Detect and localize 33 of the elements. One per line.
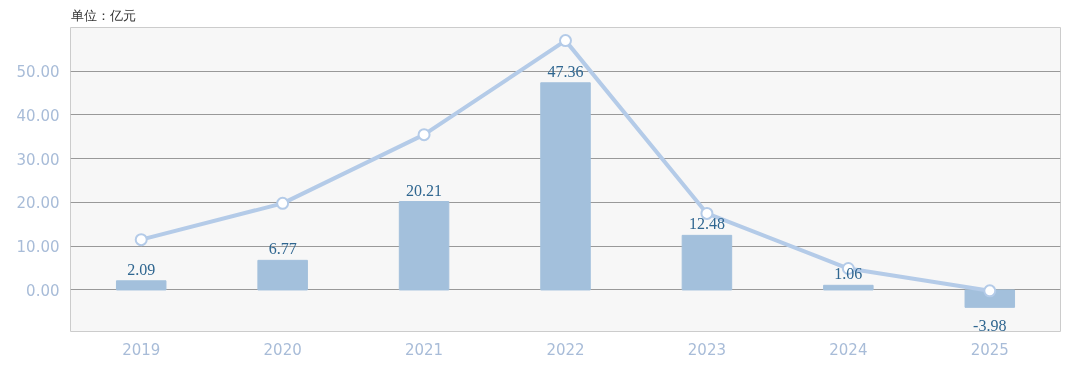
x-tick-label: 2025 [970, 340, 1009, 359]
point [983, 284, 997, 298]
bar [398, 201, 450, 291]
point [134, 233, 148, 247]
x-tick-label: 2019 [122, 340, 161, 359]
point [276, 196, 290, 210]
data-label: 47.36 [547, 62, 584, 80]
x-tick-label: 2020 [263, 340, 302, 359]
x-tick-label: 2021 [404, 340, 444, 359]
bar [823, 284, 874, 291]
y-axis-title: 单位：亿元 [70, 7, 136, 23]
y-tick-label: 10.00 [16, 238, 60, 257]
bar [257, 259, 308, 291]
y-tick-label: 50.00 [16, 63, 60, 82]
point [559, 34, 572, 48]
data-label: 20.21 [406, 181, 443, 199]
y-tick-label: 30.00 [16, 150, 60, 169]
bar [115, 280, 167, 291]
x-tick-label: 2023 [687, 340, 727, 359]
data-label: 6.77 [268, 240, 297, 258]
data-label: 1.06 [834, 265, 863, 283]
point [417, 128, 431, 142]
data-label: 12.48 [688, 215, 725, 233]
x-tick-label: 2024 [829, 340, 868, 359]
bar [964, 289, 1016, 308]
x-tick-label: 2022 [546, 340, 585, 359]
bar [681, 234, 733, 291]
y-tick-label: 40.00 [16, 106, 60, 125]
y-tick-label: 0.00 [26, 281, 60, 300]
data-label: -3.98 [973, 317, 1007, 335]
y-tick-label: 20.00 [16, 194, 60, 213]
data-label: 2.09 [127, 260, 156, 278]
bar [540, 82, 591, 291]
